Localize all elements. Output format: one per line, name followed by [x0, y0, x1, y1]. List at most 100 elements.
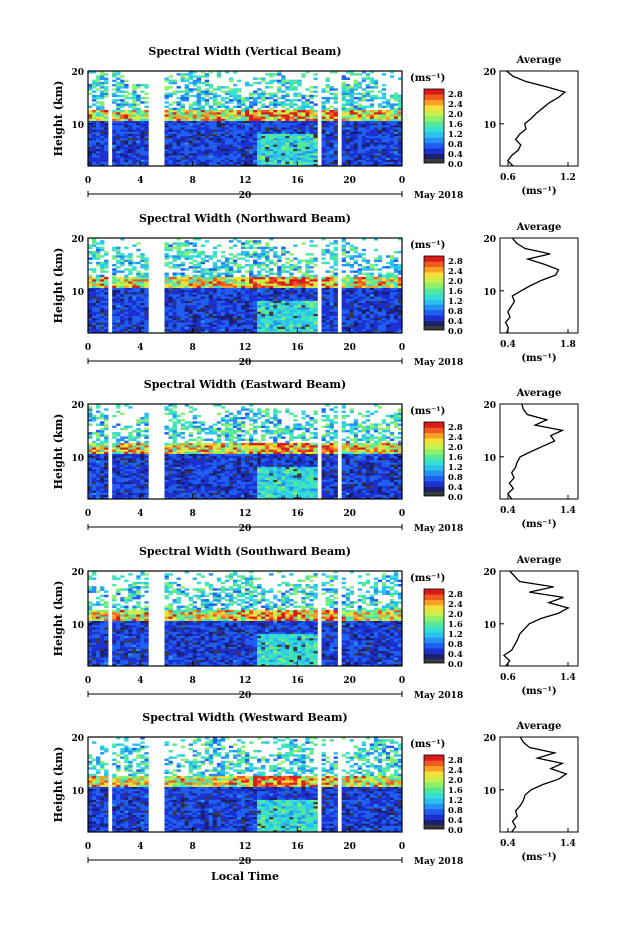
heatmap-cell [377, 326, 383, 329]
heatmap-cell [321, 150, 326, 154]
heatmap-cell [269, 289, 274, 293]
heatmap-cell [297, 140, 302, 143]
heatmap-cell [100, 71, 105, 74]
heatmap-cell [273, 114, 278, 117]
heatmap-cell [361, 140, 367, 143]
heatmap-cell [116, 248, 121, 252]
heatmap-cell [297, 279, 302, 282]
heatmap-cell [92, 309, 97, 312]
heatmap-cell [357, 109, 363, 113]
heatmap-cell [224, 71, 230, 74]
heatmap-cell [389, 304, 395, 308]
heatmap-cell [393, 120, 399, 124]
heatmap-cell [164, 287, 169, 291]
heatmap-cell [216, 153, 222, 156]
heatmap-cell [224, 133, 230, 137]
heatmap-cell [265, 120, 270, 124]
heatmap-cell [285, 148, 290, 152]
heatmap-cell [377, 276, 383, 280]
heatmap-cell [192, 131, 197, 134]
heatmap-cell [224, 124, 230, 128]
heatmap-cell [277, 88, 282, 91]
heatmap-cell [196, 90, 202, 93]
heatmap-cell [281, 96, 286, 100]
x-tick-label: 8 [190, 176, 196, 186]
heatmap-cell [353, 246, 359, 250]
heatmap-cell [281, 302, 286, 306]
heatmap-cell [140, 255, 145, 258]
heatmap-cell [88, 311, 93, 314]
heatmap-cell [232, 146, 238, 150]
heatmap-cell [381, 131, 387, 134]
heatmap-cell [128, 257, 133, 260]
heatmap-cell [136, 289, 141, 293]
heatmap-cell [309, 296, 314, 299]
heatmap-cell [120, 294, 125, 297]
heatmap-cell [361, 272, 367, 276]
heatmap-cell [269, 296, 274, 299]
heatmap-cell [120, 140, 125, 143]
heatmap-cell [176, 122, 181, 126]
heatmap-cell [88, 285, 93, 288]
heatmap-cell [180, 268, 185, 271]
heatmap-cell [361, 268, 367, 271]
heatmap-cell [297, 148, 302, 152]
heatmap-cell [293, 122, 298, 126]
heatmap-cell [228, 144, 234, 147]
heatmap-cell [104, 150, 109, 154]
heatmap-cell [381, 142, 387, 145]
heatmap-cell [168, 266, 173, 269]
heatmap-cell [373, 326, 379, 329]
heatmap-cell [236, 253, 242, 256]
heatmap-cell [349, 157, 354, 160]
heatmap-cell [341, 300, 346, 304]
heatmap-cell [192, 150, 197, 154]
heatmap-cell [176, 114, 181, 117]
heatmap-cell [325, 144, 330, 147]
heatmap-cell [208, 272, 214, 276]
heatmap-cell [144, 320, 149, 323]
heatmap-cell [212, 88, 218, 91]
heatmap-cell [236, 133, 242, 137]
heatmap-cell [301, 146, 306, 150]
heatmap-cell [100, 298, 105, 301]
heatmap-cell [353, 124, 359, 128]
heatmap-cell [293, 315, 298, 319]
heatmap-cell [257, 88, 262, 91]
heatmap-cell [168, 279, 173, 282]
heatmap-cell [381, 124, 387, 128]
heatmap-cell [321, 289, 326, 293]
heatmap-cell [277, 322, 282, 325]
heatmap-cell [257, 155, 262, 158]
heatmap-cell [144, 146, 149, 150]
heatmap-cell [192, 137, 197, 141]
heatmap-cell [140, 285, 145, 288]
colorbar-swatch [424, 282, 444, 289]
heatmap-cell [136, 112, 141, 115]
heatmap-cell [168, 246, 173, 250]
heatmap-cell [104, 109, 109, 113]
heatmap-cell [192, 71, 197, 74]
heatmap-cell [333, 163, 338, 167]
heatmap-cell [144, 157, 149, 160]
heatmap-cell [389, 283, 395, 286]
heatmap-cell [168, 311, 173, 314]
heatmap-cell [313, 153, 318, 156]
heatmap-cell [188, 289, 193, 293]
heatmap-cell [112, 79, 117, 83]
heatmap-cell [180, 124, 185, 128]
heatmap-cell [172, 129, 177, 132]
heatmap-cell [140, 144, 145, 147]
heatmap-cell [176, 90, 181, 93]
heatmap-cell [385, 109, 391, 113]
heatmap-cell [232, 114, 238, 117]
heatmap-cell [144, 311, 149, 314]
heatmap-cell [245, 294, 250, 297]
heatmap-cell [269, 309, 274, 312]
heatmap-cell [196, 116, 202, 119]
heatmap-cell [257, 289, 262, 293]
heatmap-cell [176, 279, 181, 282]
average-frame [499, 237, 579, 334]
heatmap-cell [261, 298, 266, 301]
heatmap-cell [257, 270, 262, 273]
